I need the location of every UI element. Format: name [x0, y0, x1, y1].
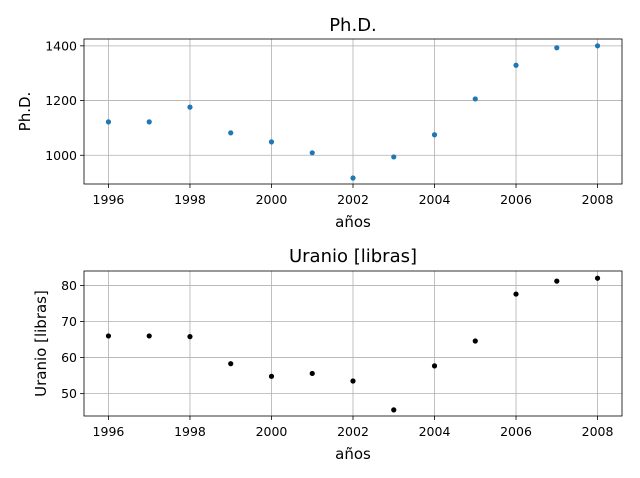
data-point — [391, 154, 397, 160]
x-tick-label: 2006 — [500, 424, 532, 439]
data-point — [594, 275, 601, 281]
data-point — [431, 363, 438, 369]
y-tick-label: 1000 — [45, 148, 77, 163]
data-point — [472, 338, 478, 344]
x-axis-label: años — [335, 445, 371, 463]
y-tick-label: 1400 — [45, 38, 77, 53]
y-tick-label: 60 — [61, 350, 77, 365]
x-tick-label: 2006 — [500, 192, 532, 207]
data-point — [105, 119, 112, 125]
x-tick-label: 1996 — [93, 424, 125, 439]
data-point — [146, 119, 152, 125]
data-point — [309, 150, 315, 156]
data-point — [554, 45, 560, 51]
y-tick-label: 70 — [61, 314, 77, 329]
chart-2: 1996 1998 2000 2002 2004 2006 2008 50 60 70 80 Uran… — [32, 246, 623, 463]
x-tick-label: 1998 — [174, 192, 206, 207]
data-point — [513, 62, 519, 68]
data-point — [228, 130, 234, 136]
data-point — [350, 175, 356, 181]
x-tick-label: 2004 — [419, 192, 451, 207]
data-point — [105, 333, 112, 339]
chart-1: 1996 1998 2000 2002 2004 2006 2008 1000 1200 1400… — [16, 15, 623, 231]
data-point — [554, 278, 560, 284]
x-tick-label: 2000 — [256, 424, 288, 439]
data-point — [472, 96, 478, 102]
plot-frame — [83, 270, 623, 417]
data-point — [268, 139, 275, 145]
y-axis-label: Uranio [libras] — [32, 290, 50, 397]
data-point — [228, 361, 234, 367]
data-point — [309, 370, 315, 377]
data-point — [391, 407, 397, 413]
x-tick-label: 2000 — [256, 192, 288, 207]
data-point — [187, 334, 193, 340]
plot-frame — [83, 38, 623, 185]
y-tick-label: 80 — [61, 278, 77, 293]
data-point — [594, 43, 601, 49]
x-tick-label: 2002 — [337, 192, 369, 207]
data-point — [513, 291, 519, 297]
y-axis-label: Ph.D. — [16, 92, 34, 132]
x-tick-label: 1998 — [174, 424, 206, 439]
data-point — [187, 104, 193, 110]
x-tick-label: 1996 — [93, 192, 125, 207]
x-axis-label: años — [335, 213, 371, 231]
x-tick-label: 2002 — [337, 424, 369, 439]
data-point — [350, 378, 356, 384]
data-point — [431, 132, 438, 138]
x-tick-label: 2008 — [582, 192, 614, 207]
data-point — [146, 333, 152, 339]
chart-title: Ph.D. — [329, 15, 377, 36]
x-tick-label: 2004 — [419, 424, 451, 439]
data-point — [268, 373, 275, 379]
y-tick-label: 50 — [61, 386, 77, 401]
x-tick-label: 2008 — [582, 424, 614, 439]
chart-title: Uranio [libras] — [289, 246, 417, 267]
y-tick-label: 1200 — [45, 93, 77, 108]
